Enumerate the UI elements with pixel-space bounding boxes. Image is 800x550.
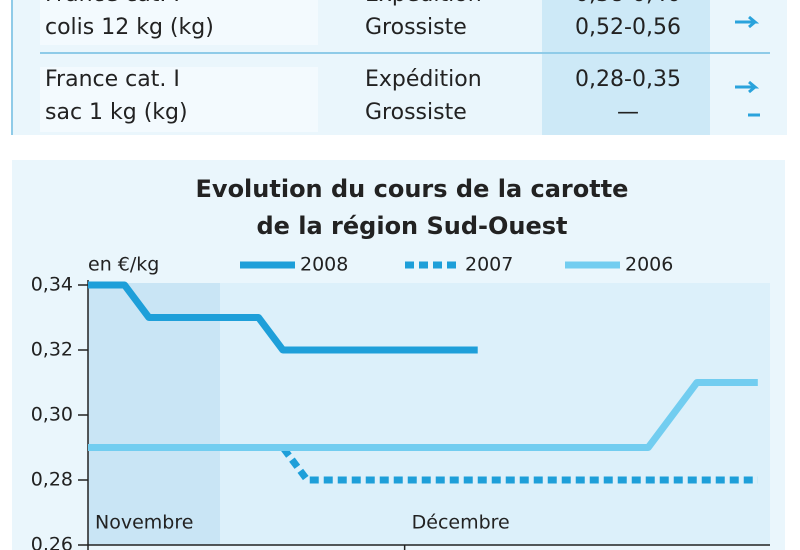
x-tick-label: Novembre — [95, 512, 193, 534]
line-series — [88, 379, 758, 451]
x-tick-label: Décembre — [412, 512, 510, 534]
table-cell: sac 1 kg (kg) — [45, 100, 188, 125]
table-cell: 0,38-0,40 — [575, 0, 681, 7]
table-cell: colis 12 kg (kg) — [45, 15, 214, 40]
table-cell: France cat. I — [45, 67, 180, 92]
chart-title: de la région Sud-Ouest — [256, 212, 567, 240]
table-cell: Expédition — [365, 67, 482, 92]
arrow-icon — [735, 15, 760, 29]
table-cell: — — [617, 100, 639, 125]
legend-label: 2006 — [625, 254, 673, 276]
table-cell: Expédition — [365, 0, 482, 7]
line-series — [88, 281, 478, 354]
y-axis-label: en €/kg — [88, 254, 159, 276]
cell-bg — [40, 0, 318, 45]
y-tick-label: 0,28 — [31, 469, 73, 491]
y-tick-label: 0,30 — [31, 404, 73, 426]
table-cell: Grossiste — [365, 100, 467, 125]
arrow-icon — [735, 80, 760, 94]
month-shade — [88, 283, 220, 545]
y-tick-label: 0,26 — [31, 534, 73, 550]
y-tick-label: 0,34 — [31, 274, 73, 296]
price-column — [542, 0, 710, 135]
trend-icons — [735, 15, 760, 117]
legend-label: 2007 — [465, 254, 513, 276]
table-cell: France cat. I — [45, 0, 180, 7]
y-tick-label: 0,32 — [31, 339, 73, 361]
table-cell: 0,52-0,56 — [575, 15, 681, 40]
cell-bg — [40, 67, 318, 132]
chart-title: Evolution du cours de la carotte — [196, 175, 629, 203]
table-cell: 0,28-0,35 — [575, 67, 681, 92]
table-cell: Grossiste — [365, 15, 467, 40]
line-series — [88, 444, 758, 484]
legend-label: 2008 — [300, 254, 348, 276]
